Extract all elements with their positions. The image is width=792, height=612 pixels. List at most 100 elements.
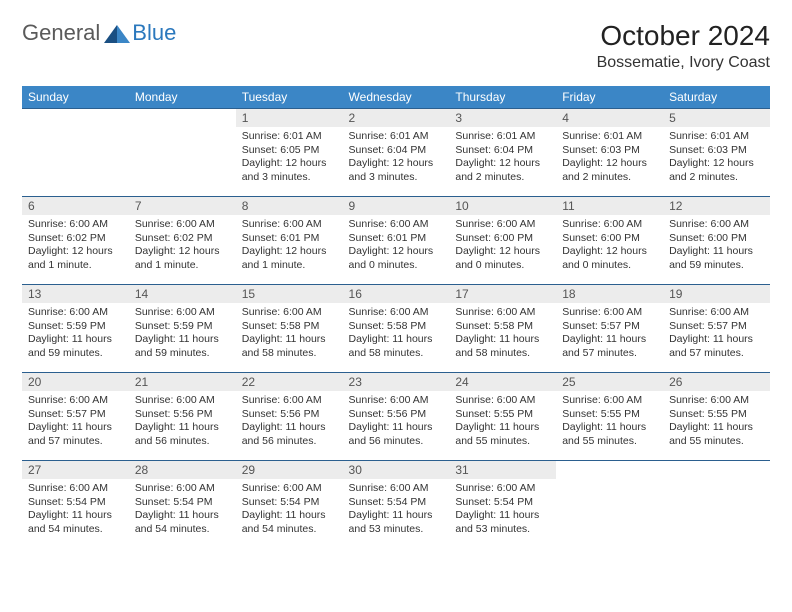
calendar-cell	[22, 109, 129, 197]
sunrise-text: Sunrise: 6:00 AM	[562, 394, 657, 408]
sunrise-text: Sunrise: 6:00 AM	[135, 218, 230, 232]
calendar-cell	[129, 109, 236, 197]
header: General Blue October 2024 Bossematie, Iv…	[22, 20, 770, 72]
sunrise-text: Sunrise: 6:00 AM	[669, 218, 764, 232]
page-title: October 2024	[597, 20, 770, 52]
daylight-text: Daylight: 11 hours and 54 minutes.	[135, 509, 230, 536]
sunrise-text: Sunrise: 6:00 AM	[455, 306, 550, 320]
sunset-text: Sunset: 6:03 PM	[562, 144, 657, 158]
day-number: 2	[343, 109, 450, 127]
day-data: Sunrise: 6:00 AMSunset: 6:02 PMDaylight:…	[22, 215, 129, 277]
daylight-text: Daylight: 11 hours and 54 minutes.	[242, 509, 337, 536]
day-number: 11	[556, 197, 663, 215]
daylight-text: Daylight: 12 hours and 1 minute.	[28, 245, 123, 272]
sunrise-text: Sunrise: 6:01 AM	[455, 130, 550, 144]
sunrise-text: Sunrise: 6:00 AM	[28, 394, 123, 408]
calendar-cell: 20Sunrise: 6:00 AMSunset: 5:57 PMDayligh…	[22, 373, 129, 461]
sunset-text: Sunset: 5:57 PM	[669, 320, 764, 334]
sunrise-text: Sunrise: 6:00 AM	[135, 394, 230, 408]
daylight-text: Daylight: 12 hours and 3 minutes.	[349, 157, 444, 184]
day-header: Sunday	[22, 86, 129, 109]
day-data: Sunrise: 6:01 AMSunset: 6:04 PMDaylight:…	[343, 127, 450, 189]
day-number: 8	[236, 197, 343, 215]
day-data: Sunrise: 6:00 AMSunset: 5:56 PMDaylight:…	[129, 391, 236, 453]
calendar-cell: 14Sunrise: 6:00 AMSunset: 5:59 PMDayligh…	[129, 285, 236, 373]
day-data: Sunrise: 6:00 AMSunset: 6:00 PMDaylight:…	[663, 215, 770, 277]
sunrise-text: Sunrise: 6:00 AM	[349, 306, 444, 320]
day-data: Sunrise: 6:01 AMSunset: 6:05 PMDaylight:…	[236, 127, 343, 189]
calendar-cell	[663, 461, 770, 549]
day-data: Sunrise: 6:00 AMSunset: 5:54 PMDaylight:…	[343, 479, 450, 541]
sunset-text: Sunset: 6:03 PM	[669, 144, 764, 158]
day-data: Sunrise: 6:00 AMSunset: 5:54 PMDaylight:…	[22, 479, 129, 541]
sunset-text: Sunset: 6:00 PM	[562, 232, 657, 246]
sunrise-text: Sunrise: 6:00 AM	[28, 306, 123, 320]
daylight-text: Daylight: 11 hours and 56 minutes.	[135, 421, 230, 448]
daylight-text: Daylight: 12 hours and 0 minutes.	[562, 245, 657, 272]
calendar-cell: 23Sunrise: 6:00 AMSunset: 5:56 PMDayligh…	[343, 373, 450, 461]
sunset-text: Sunset: 5:54 PM	[28, 496, 123, 510]
day-number: 13	[22, 285, 129, 303]
day-number: 5	[663, 109, 770, 127]
day-data: Sunrise: 6:00 AMSunset: 5:54 PMDaylight:…	[449, 479, 556, 541]
sunset-text: Sunset: 5:58 PM	[349, 320, 444, 334]
day-data: Sunrise: 6:00 AMSunset: 5:57 PMDaylight:…	[22, 391, 129, 453]
calendar-cell: 17Sunrise: 6:00 AMSunset: 5:58 PMDayligh…	[449, 285, 556, 373]
calendar-cell: 24Sunrise: 6:00 AMSunset: 5:55 PMDayligh…	[449, 373, 556, 461]
calendar-cell	[556, 461, 663, 549]
sunrise-text: Sunrise: 6:00 AM	[349, 394, 444, 408]
logo: General Blue	[22, 20, 176, 46]
day-number: 29	[236, 461, 343, 479]
logo-text-blue: Blue	[132, 20, 176, 46]
day-number: 23	[343, 373, 450, 391]
day-data: Sunrise: 6:00 AMSunset: 5:56 PMDaylight:…	[343, 391, 450, 453]
day-data: Sunrise: 6:00 AMSunset: 6:02 PMDaylight:…	[129, 215, 236, 277]
daylight-text: Daylight: 11 hours and 53 minutes.	[349, 509, 444, 536]
day-data: Sunrise: 6:00 AMSunset: 5:57 PMDaylight:…	[663, 303, 770, 365]
daylight-text: Daylight: 12 hours and 2 minutes.	[562, 157, 657, 184]
day-header: Friday	[556, 86, 663, 109]
sunrise-text: Sunrise: 6:00 AM	[349, 218, 444, 232]
day-header: Thursday	[449, 86, 556, 109]
day-data: Sunrise: 6:00 AMSunset: 5:58 PMDaylight:…	[236, 303, 343, 365]
sunset-text: Sunset: 6:00 PM	[455, 232, 550, 246]
daylight-text: Daylight: 11 hours and 55 minutes.	[562, 421, 657, 448]
sunrise-text: Sunrise: 6:00 AM	[28, 218, 123, 232]
location-text: Bossematie, Ivory Coast	[597, 54, 770, 72]
sunrise-text: Sunrise: 6:01 AM	[562, 130, 657, 144]
calendar-cell: 19Sunrise: 6:00 AMSunset: 5:57 PMDayligh…	[663, 285, 770, 373]
calendar-cell: 3Sunrise: 6:01 AMSunset: 6:04 PMDaylight…	[449, 109, 556, 197]
day-data: Sunrise: 6:00 AMSunset: 5:54 PMDaylight:…	[129, 479, 236, 541]
sunrise-text: Sunrise: 6:01 AM	[242, 130, 337, 144]
sunset-text: Sunset: 5:57 PM	[28, 408, 123, 422]
daylight-text: Daylight: 11 hours and 58 minutes.	[349, 333, 444, 360]
daylight-text: Daylight: 11 hours and 56 minutes.	[242, 421, 337, 448]
calendar-cell: 21Sunrise: 6:00 AMSunset: 5:56 PMDayligh…	[129, 373, 236, 461]
sunrise-text: Sunrise: 6:00 AM	[349, 482, 444, 496]
sunset-text: Sunset: 5:54 PM	[349, 496, 444, 510]
calendar-cell: 16Sunrise: 6:00 AMSunset: 5:58 PMDayligh…	[343, 285, 450, 373]
sunrise-text: Sunrise: 6:00 AM	[242, 306, 337, 320]
calendar-cell: 7Sunrise: 6:00 AMSunset: 6:02 PMDaylight…	[129, 197, 236, 285]
day-number: 31	[449, 461, 556, 479]
daylight-text: Daylight: 11 hours and 57 minutes.	[669, 333, 764, 360]
sunrise-text: Sunrise: 6:00 AM	[562, 306, 657, 320]
day-data: Sunrise: 6:00 AMSunset: 6:00 PMDaylight:…	[556, 215, 663, 277]
sunset-text: Sunset: 5:56 PM	[349, 408, 444, 422]
daylight-text: Daylight: 12 hours and 1 minute.	[242, 245, 337, 272]
calendar-cell: 13Sunrise: 6:00 AMSunset: 5:59 PMDayligh…	[22, 285, 129, 373]
day-number: 14	[129, 285, 236, 303]
day-number: 12	[663, 197, 770, 215]
day-number: 4	[556, 109, 663, 127]
calendar-cell: 30Sunrise: 6:00 AMSunset: 5:54 PMDayligh…	[343, 461, 450, 549]
daylight-text: Daylight: 11 hours and 58 minutes.	[242, 333, 337, 360]
sunrise-text: Sunrise: 6:00 AM	[242, 482, 337, 496]
day-data: Sunrise: 6:00 AMSunset: 5:55 PMDaylight:…	[449, 391, 556, 453]
daylight-text: Daylight: 11 hours and 58 minutes.	[455, 333, 550, 360]
sunrise-text: Sunrise: 6:00 AM	[562, 218, 657, 232]
day-data: Sunrise: 6:00 AMSunset: 5:57 PMDaylight:…	[556, 303, 663, 365]
calendar-week-row: 13Sunrise: 6:00 AMSunset: 5:59 PMDayligh…	[22, 285, 770, 373]
daylight-text: Daylight: 11 hours and 56 minutes.	[349, 421, 444, 448]
day-number: 1	[236, 109, 343, 127]
sunrise-text: Sunrise: 6:00 AM	[669, 394, 764, 408]
